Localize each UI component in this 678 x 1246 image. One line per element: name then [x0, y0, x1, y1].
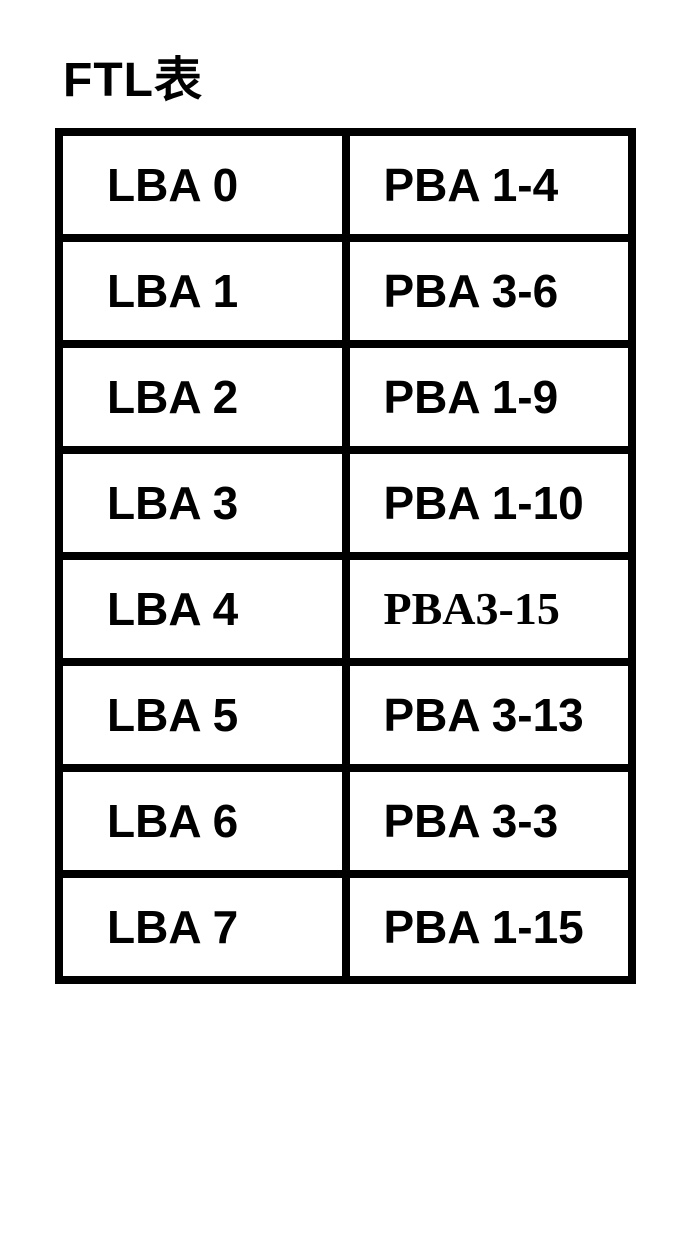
table-title: FTL表 [63, 40, 623, 110]
lba-cell: LBA 1 [63, 242, 342, 340]
lba-text: LBA 4 [79, 582, 326, 636]
lba-cell: LBA 7 [63, 878, 342, 976]
lba-text: LBA 3 [79, 476, 326, 530]
lba-cell: LBA 0 [63, 136, 342, 234]
lba-cell: LBA 2 [63, 348, 342, 446]
column-divider [342, 242, 350, 340]
table-row: LBA 7 PBA 1-15 [63, 870, 628, 976]
pba-cell: PBA 1-4 [350, 136, 629, 234]
lba-text: LBA 6 [79, 794, 326, 848]
table-row: LBA 6 PBA 3-3 [63, 764, 628, 870]
table-row: LBA 4 PBA3-15 [63, 552, 628, 658]
table-row: LBA 0 PBA 1-4 [63, 136, 628, 234]
lba-text: LBA 2 [79, 370, 326, 424]
pba-cell: PBA 1-15 [350, 878, 629, 976]
page: FTL表 LBA 0 PBA 1-4 LBA 1 PBA 3-6 LBA 2 PBA 1-… [0, 0, 678, 1024]
pba-cell: PBA 1-9 [350, 348, 629, 446]
ftl-table: LBA 0PBA 1-4LBA 1PBA 3-6LBA 2PBA 1-9LBA … [55, 128, 636, 984]
column-divider [342, 878, 350, 976]
lba-text: LBA 0 [79, 158, 326, 212]
pba-cell: PBA 1-10 [350, 454, 629, 552]
lba-text: LBA 7 [79, 900, 326, 954]
column-divider [342, 560, 350, 658]
lba-cell: LBA 4 [63, 560, 342, 658]
pba-text: PBA 1-4 [366, 158, 613, 212]
lba-cell: LBA 3 [63, 454, 342, 552]
lba-cell: LBA 5 [63, 666, 342, 764]
pba-text: PBA 3-3 [366, 794, 613, 848]
pba-text: PBA 1-15 [366, 900, 613, 954]
pba-cell: PBA 3-13 [350, 666, 629, 764]
pba-text: PBA 1-10 [366, 476, 613, 530]
pba-text: PBA 3-6 [366, 264, 613, 318]
table-row: LBA 3 PBA 1-10 [63, 446, 628, 552]
column-divider [342, 666, 350, 764]
lba-cell: LBA 6 [63, 772, 342, 870]
column-divider [342, 136, 350, 234]
pba-text: PBA 3-13 [366, 688, 613, 742]
table-row: LBA 5 PBA 3-13 [63, 658, 628, 764]
pba-cell: PBA 3-3 [350, 772, 629, 870]
column-divider [342, 772, 350, 870]
table-row: LBA 2 PBA 1-9 [63, 340, 628, 446]
pba-text: PBA3-15 [366, 582, 613, 635]
pba-cell: PBA3-15 [350, 560, 629, 658]
pba-text: PBA 1-9 [366, 370, 613, 424]
column-divider [342, 454, 350, 552]
pba-cell: PBA 3-6 [350, 242, 629, 340]
table-row: LBA 1 PBA 3-6 [63, 234, 628, 340]
lba-text: LBA 1 [79, 264, 326, 318]
column-divider [342, 348, 350, 446]
lba-text: LBA 5 [79, 688, 326, 742]
